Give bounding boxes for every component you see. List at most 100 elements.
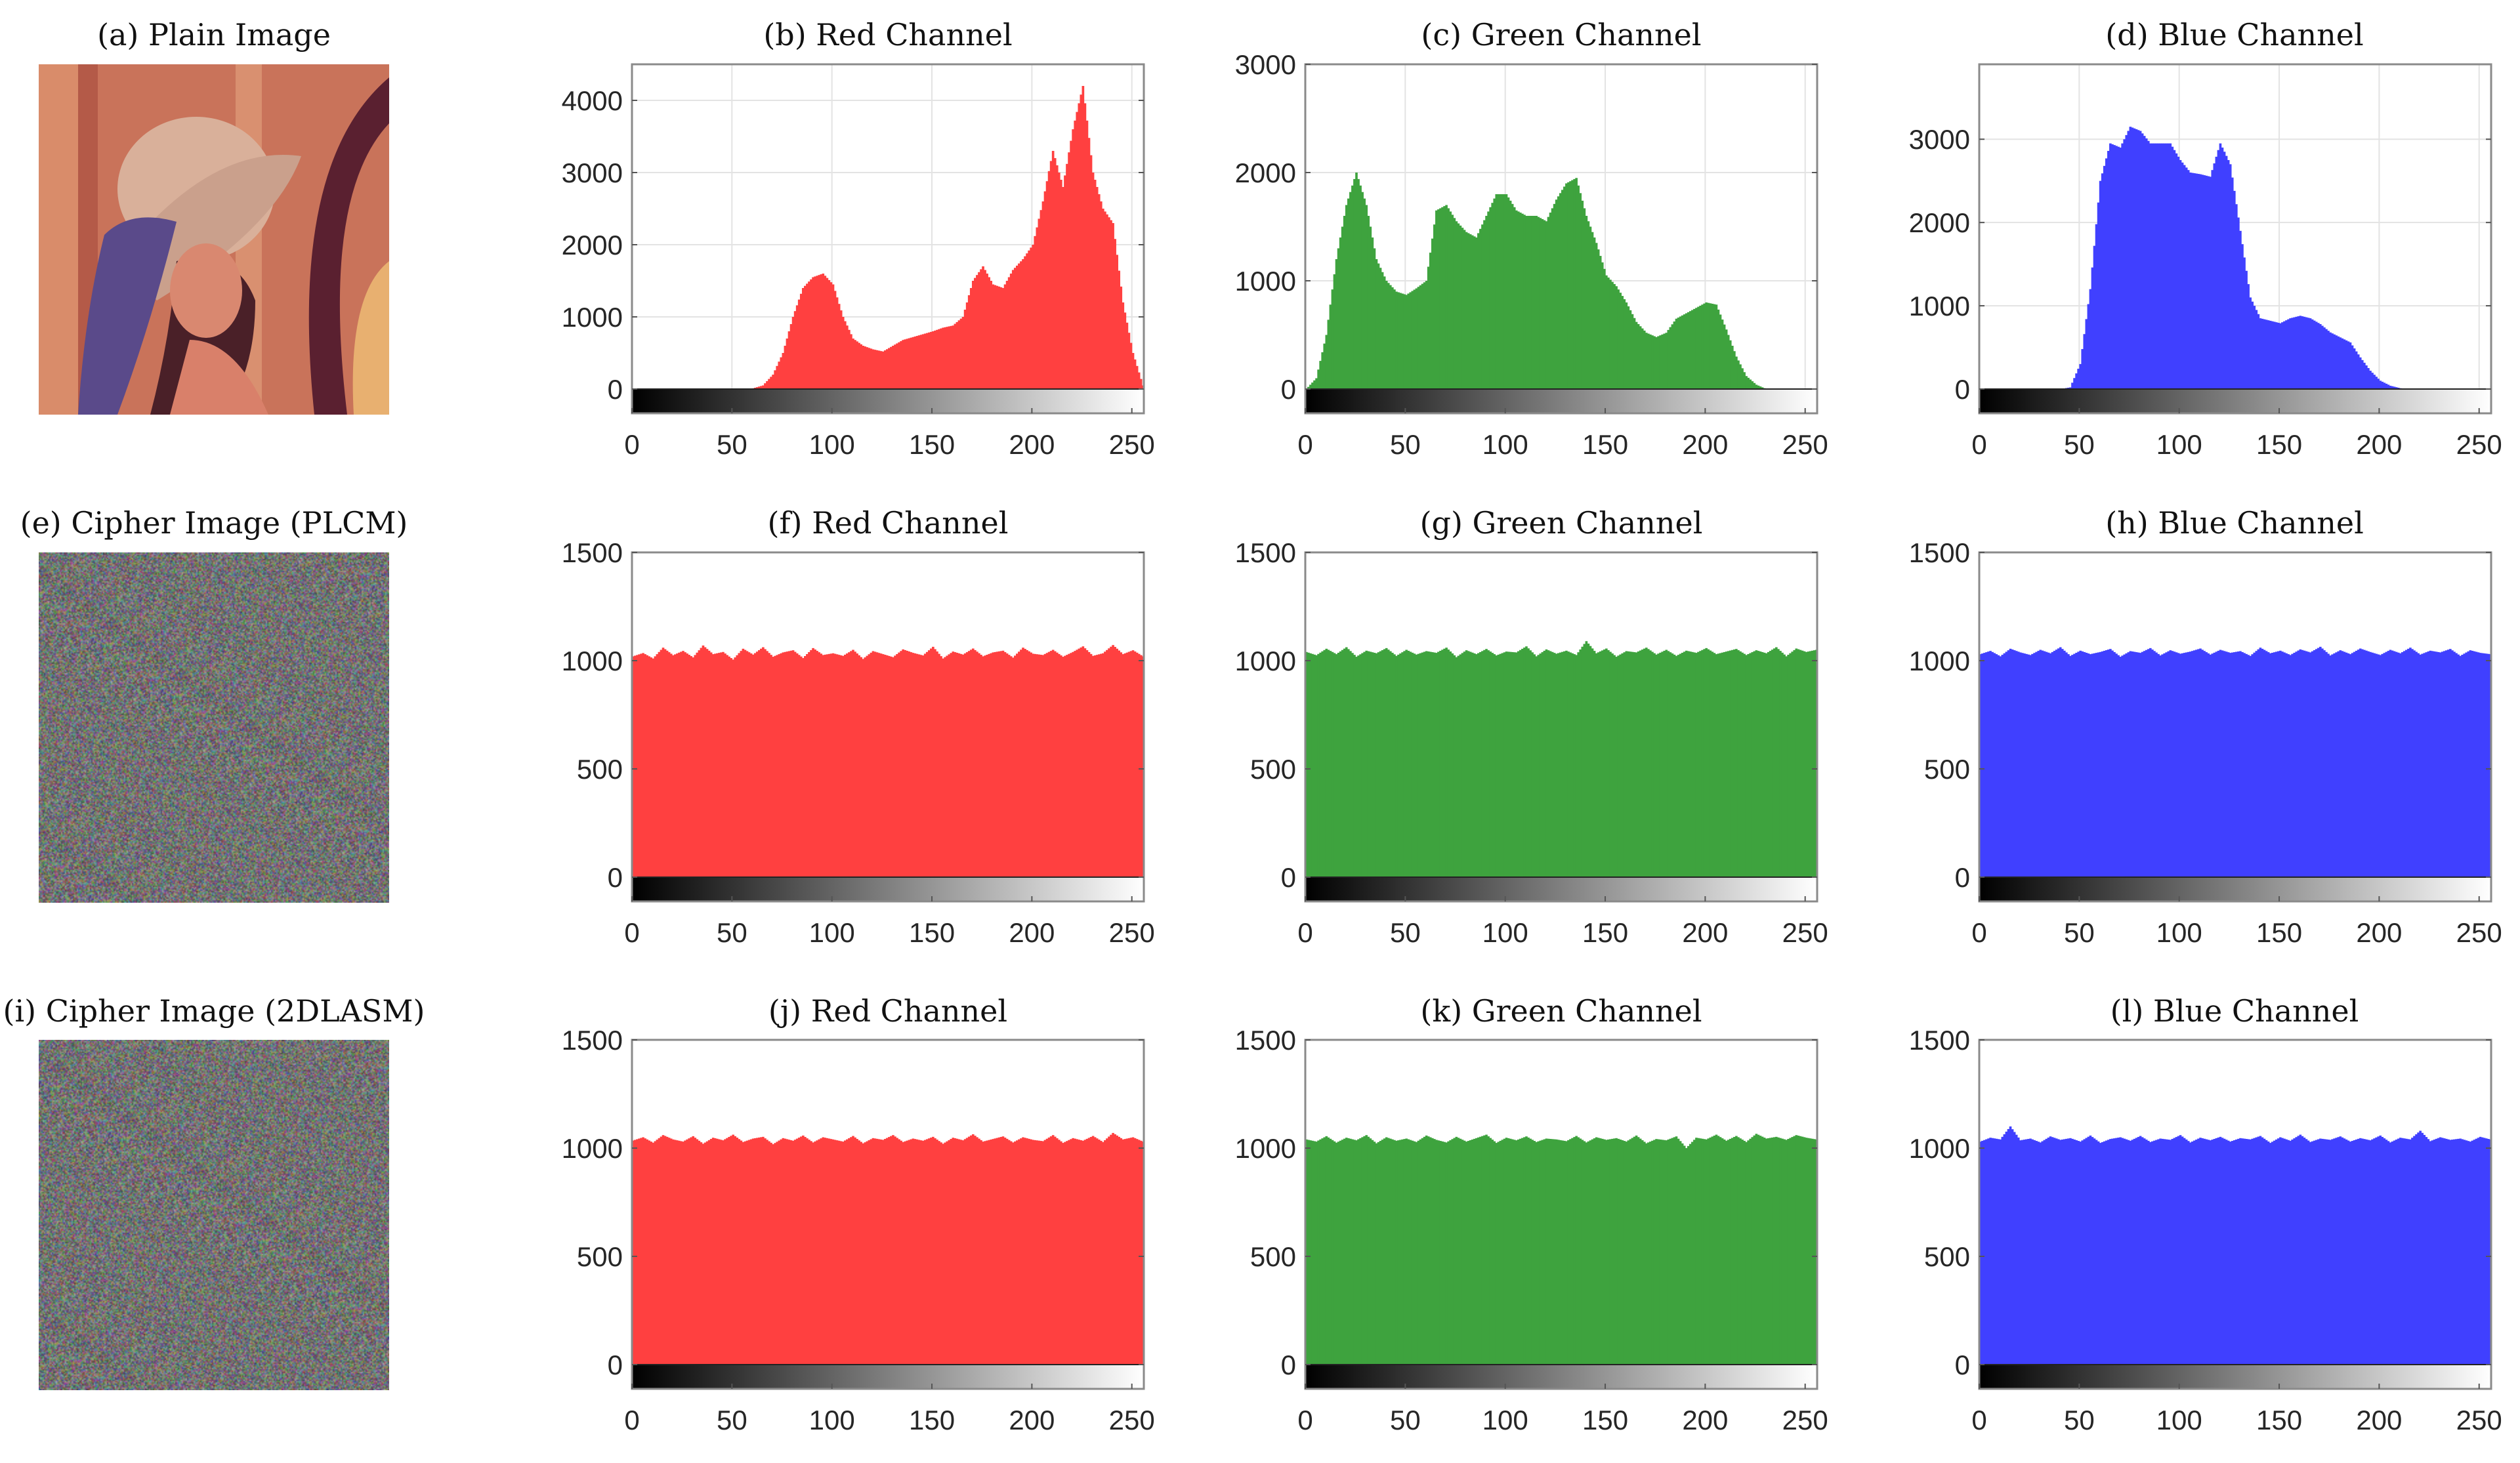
- histogram-bar: [2395, 651, 2398, 877]
- histogram-bar: [1351, 1139, 1354, 1365]
- histogram-bar: [1643, 330, 1646, 389]
- histogram-bar: [1763, 652, 1766, 877]
- histogram-bar: [1481, 224, 1484, 389]
- histogram-bar: [1509, 651, 1512, 877]
- histogram-bar: [1309, 1140, 1312, 1365]
- histogram-bar: [892, 1135, 894, 1365]
- histogram-bar: [2443, 651, 2446, 877]
- histogram-bar: [860, 1142, 862, 1365]
- histogram-bar: [927, 332, 931, 389]
- histogram-bar: [1793, 1136, 1796, 1365]
- histogram-bar: [925, 651, 929, 877]
- histogram-bar: [705, 1141, 709, 1365]
- histogram-bar: [732, 659, 734, 877]
- histogram-bar: [1593, 237, 1596, 389]
- histogram-bar: [2319, 1138, 2322, 1365]
- histogram-bar: [990, 653, 993, 877]
- histogram-bar: [2281, 322, 2284, 389]
- histogram-bar: [2185, 167, 2188, 389]
- histogram-bar: [1719, 314, 1722, 389]
- histogram-bar: [2027, 1139, 2030, 1365]
- histogram-bar: [1049, 1136, 1053, 1365]
- histogram-bar: [1383, 1138, 1386, 1365]
- histogram-bar: [1317, 653, 1320, 877]
- histogram-bar: [2321, 648, 2324, 877]
- histogram-bar: [2349, 654, 2352, 877]
- histogram-bar: [1405, 295, 1408, 389]
- histogram-bar: [1315, 655, 1318, 877]
- histogram-bar: [906, 339, 909, 389]
- histogram-bar: [2193, 173, 2196, 389]
- histogram-bar: [1135, 652, 1139, 877]
- histogram-bar: [2089, 1135, 2092, 1365]
- histogram-bar: [852, 339, 854, 389]
- histogram-bar: [1355, 1140, 1358, 1365]
- histogram-bar: [720, 652, 723, 877]
- histogram-bar: [890, 346, 892, 389]
- grayscale-colorbar: [1979, 877, 2491, 901]
- histogram-bar: [1102, 209, 1104, 389]
- histogram-bar: [1093, 655, 1097, 877]
- histogram-bar: [1315, 378, 1318, 389]
- histogram-bar: [1565, 183, 1568, 389]
- chart-title: (c) Green Channel: [1421, 17, 1702, 52]
- histogram-bar: [2341, 338, 2344, 389]
- histogram-bar: [976, 1137, 978, 1365]
- histogram-bar: [948, 1140, 951, 1365]
- histogram-bar: [2355, 351, 2358, 389]
- histogram-bar: [1323, 1137, 1326, 1365]
- histogram-bar: [1365, 1135, 1368, 1365]
- histogram-bar: [1367, 651, 1370, 877]
- histogram-bar: [1507, 197, 1510, 389]
- histogram-bar: [2339, 650, 2342, 877]
- histogram-bar: [2275, 322, 2278, 389]
- histogram-bar: [927, 650, 931, 877]
- histogram-bar: [2293, 1138, 2296, 1365]
- histogram-bar: [967, 1136, 971, 1365]
- histogram-bar: [839, 310, 843, 389]
- histogram-bar: [1341, 649, 1344, 877]
- histogram-bar: [1741, 1140, 1744, 1365]
- histogram-bar: [2223, 1138, 2226, 1365]
- histogram-bar: [1429, 253, 1432, 389]
- histogram-bar: [2223, 152, 2226, 389]
- histogram-bar: [2373, 375, 2376, 389]
- histogram-bar: [1070, 653, 1072, 877]
- histogram-bar: [1997, 655, 2000, 877]
- histogram-bar: [2453, 651, 2456, 877]
- histogram-bar: [753, 653, 757, 877]
- histogram-bar: [833, 291, 837, 389]
- histogram-bar: [1333, 274, 1336, 389]
- histogram-bar: [2115, 1138, 2118, 1365]
- y-tick-label: 1500: [1909, 1025, 1970, 1056]
- histogram-bar: [1633, 652, 1636, 877]
- histogram-bar: [760, 386, 763, 389]
- histogram-bar: [2033, 1140, 2036, 1365]
- histogram-bar: [707, 650, 711, 877]
- histogram-bar: [1051, 649, 1055, 877]
- histogram-bar: [2365, 1139, 2368, 1365]
- x-tick-label: 200: [1009, 429, 1055, 460]
- histogram-bar: [686, 1139, 688, 1365]
- histogram-bar: [1453, 655, 1456, 877]
- histogram-bar: [806, 283, 808, 389]
- y-tick-label: 1000: [1909, 291, 1970, 321]
- histogram-bar: [1681, 652, 1684, 877]
- histogram-bar: [732, 1134, 734, 1365]
- histogram-bar: [2073, 1139, 2076, 1365]
- histogram-bar: [1487, 211, 1490, 389]
- histogram-bar: [1104, 1140, 1106, 1365]
- histogram-bar: [1118, 650, 1121, 877]
- histogram-bar: [1391, 287, 1394, 389]
- histogram-bar: [746, 651, 749, 877]
- histogram-bar: [1783, 1139, 1786, 1365]
- histogram-bar: [1337, 652, 1340, 877]
- histogram-bar: [797, 655, 801, 877]
- histogram-bar: [711, 1138, 715, 1365]
- histogram-bar: [906, 1140, 909, 1365]
- histogram-bar: [952, 651, 955, 877]
- histogram-bar: [1495, 194, 1498, 389]
- histogram-bar: [1419, 285, 1422, 389]
- histogram-bar: [2479, 653, 2482, 877]
- histogram-bar: [1057, 173, 1060, 389]
